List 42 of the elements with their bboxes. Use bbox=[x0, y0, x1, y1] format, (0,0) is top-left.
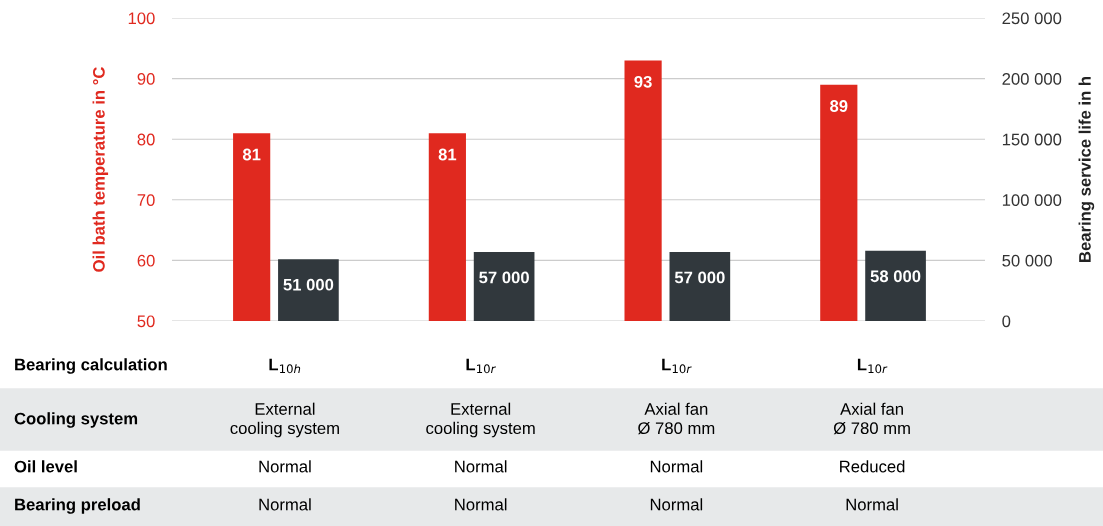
data-label: 58 000 bbox=[870, 270, 921, 283]
y2-tick-label: 0 bbox=[1002, 315, 1011, 328]
text: Normal bbox=[455, 498, 507, 511]
y2-tick-label: 250 000 bbox=[1002, 12, 1062, 25]
y2-axis-title: Bearing service life in h bbox=[1078, 76, 1095, 262]
x-tick-label: L$_{10r}$ bbox=[662, 358, 692, 374]
data-label: 93 bbox=[634, 75, 652, 88]
y2-tick-label: 150 000 bbox=[1002, 133, 1062, 146]
y-tick-label: 60 bbox=[137, 254, 155, 267]
text: External cooling system bbox=[426, 402, 535, 438]
data-label: 57 000 bbox=[674, 271, 725, 284]
data-label: 57 000 bbox=[479, 271, 529, 284]
data-label: 51 000 bbox=[283, 278, 334, 291]
text: External cooling system bbox=[230, 402, 339, 438]
x-tick-label: L$_{10r}$ bbox=[857, 358, 888, 374]
data-label: 81 bbox=[438, 148, 457, 161]
text: Cooling system bbox=[14, 412, 138, 428]
y2-tick-label: 200 000 bbox=[1002, 73, 1062, 85]
text: Normal bbox=[259, 460, 311, 473]
text: Normal bbox=[650, 498, 703, 511]
text: Normal bbox=[846, 498, 898, 511]
y-tick-label: 90 bbox=[137, 73, 155, 85]
y-tick-label: 70 bbox=[137, 194, 155, 206]
text: Normal bbox=[650, 460, 703, 473]
text: Normal bbox=[259, 498, 311, 511]
y-tick-label: 80 bbox=[137, 133, 155, 146]
data-label: 89 bbox=[830, 100, 848, 112]
text: Axial fan Ø 780 mm bbox=[638, 402, 715, 435]
text: Bearing preload bbox=[15, 498, 140, 514]
text: Bearing calculation bbox=[15, 358, 167, 374]
y-axis-title: Oil bath temperature in °C bbox=[92, 67, 109, 272]
y2-tick-label: 50 000 bbox=[1002, 254, 1052, 267]
y-tick-label: 50 bbox=[137, 315, 155, 328]
text: Axial fan Ø 780 mm bbox=[833, 402, 910, 435]
y2-tick-label: 100 000 bbox=[1002, 194, 1062, 206]
text: Oil level bbox=[14, 460, 77, 473]
text: Normal bbox=[455, 460, 507, 473]
text: Reduced bbox=[840, 460, 905, 473]
y-tick-label: 100 bbox=[128, 12, 155, 25]
x-tick-label: L$_{10h}$ bbox=[269, 358, 301, 374]
x-tick-label: L$_{10r}$ bbox=[466, 358, 496, 374]
data-label: 81 bbox=[242, 148, 261, 161]
